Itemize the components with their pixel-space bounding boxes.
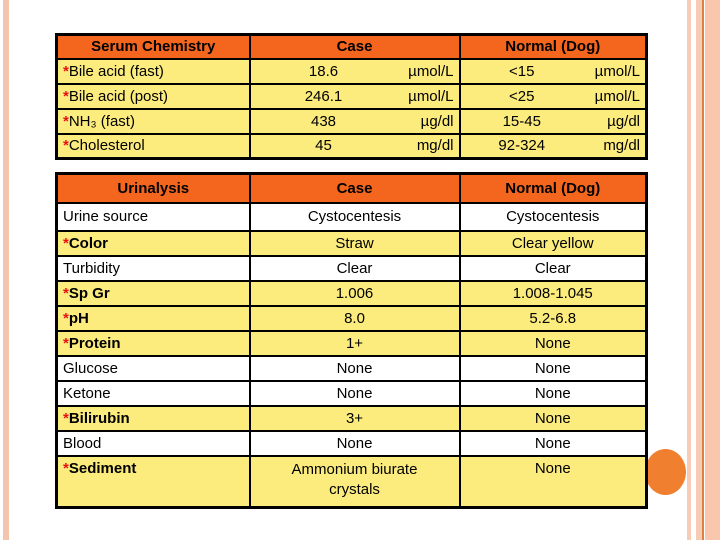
table-row: *Sediment Ammonium biurate crystals None [55, 454, 648, 509]
parameter-label: Sp Gr [68, 284, 110, 302]
abnormal-marker: * [63, 87, 69, 105]
case-value: Ammonium biurate crystals [291, 460, 418, 498]
analyte-label: Cholesterol [68, 137, 145, 155]
case-value: 438 [310, 112, 337, 130]
table-row: *Protein 1+ None [55, 329, 648, 357]
abnormal-marker: * [63, 284, 69, 302]
case-value: None [248, 429, 461, 457]
normal-value: Clear [458, 254, 648, 282]
table-header-row: Serum Chemistry Case Normal (Dog) [55, 33, 648, 60]
normal-value: Clear yellow [458, 229, 648, 257]
normal-value: 1.008-1.045 [458, 279, 648, 307]
table-row: *Color Straw Clear yellow [55, 229, 648, 257]
parameter-label: Urine source [63, 208, 149, 225]
parameter-label: Bilirubin [68, 409, 130, 427]
table-row: Turbidity Clear Clear [55, 254, 648, 282]
table-row: Urine source Cystocentesis Cystocentesis [55, 201, 648, 232]
abnormal-marker: * [63, 62, 69, 80]
parameter-label: Glucose [63, 359, 119, 377]
case-unit: mg/dl [416, 137, 454, 155]
case-value: 1.006 [248, 279, 461, 307]
parameter-label: Protein [68, 334, 121, 352]
normal-value: None [458, 429, 648, 457]
right-border-line [702, 0, 704, 540]
parameter-label: Turbidity [63, 259, 120, 277]
parameter-label: pH [68, 309, 89, 327]
case-value: None [248, 379, 461, 407]
case-unit: µmol/L [408, 62, 454, 80]
normal-dog-column-header: Normal (Dog) [458, 33, 648, 60]
right-border-stripe [687, 0, 691, 540]
normal-unit: µmol/L [594, 87, 640, 105]
parameter-label: Color [68, 234, 109, 252]
parameter-label: Sediment [68, 459, 137, 477]
case-value: 246.1 [304, 87, 343, 105]
case-column-header: Case [248, 172, 461, 204]
analyte-label: NH₃ (fast) [68, 112, 135, 130]
normal-value: <15 [509, 62, 535, 80]
normal-dog-column-header: Normal (Dog) [458, 172, 648, 204]
urinalysis-table-title: Urinalysis [55, 172, 251, 204]
abnormal-marker: * [63, 409, 69, 427]
table-row: *Bile acid (fast) 18.6 µmol/L <15 µmol/L [55, 57, 648, 85]
case-value: Cystocentesis [248, 201, 461, 232]
parameter-label: Ketone [63, 384, 111, 402]
table-row: Glucose None None [55, 354, 648, 382]
table-row: Blood None None [55, 429, 648, 457]
urinalysis-table: Urinalysis Case Normal (Dog) Urine sourc… [55, 172, 648, 509]
abnormal-marker: * [63, 112, 69, 130]
serum-chemistry-table: Serum Chemistry Case Normal (Dog) *Bile … [55, 33, 648, 160]
decorative-circle [645, 449, 686, 495]
normal-value: None [458, 354, 648, 382]
case-value: 8.0 [248, 304, 461, 332]
serum-table-title: Serum Chemistry [55, 33, 251, 60]
abnormal-marker: * [63, 137, 69, 155]
analyte-label: Bile acid (fast) [68, 62, 164, 80]
case-value: None [248, 354, 461, 382]
left-border-stripe [3, 0, 9, 540]
analyte-label: Bile acid (post) [68, 87, 169, 105]
case-value: 18.6 [308, 62, 339, 80]
normal-value: Cystocentesis [458, 201, 648, 232]
table-row: *Bilirubin 3+ None [55, 404, 648, 432]
normal-value: None [458, 454, 648, 509]
right-border-stripe [696, 0, 702, 540]
case-value: 1+ [248, 329, 461, 357]
abnormal-marker: * [63, 234, 69, 252]
table-row: Ketone None None [55, 379, 648, 407]
table-row: *Bile acid (post) 246.1 µmol/L <25 µmol/L [55, 82, 648, 110]
table-header-row: Urinalysis Case Normal (Dog) [55, 172, 648, 204]
normal-value: None [458, 379, 648, 407]
case-value: Clear [248, 254, 461, 282]
abnormal-marker: * [63, 309, 69, 327]
table-row: *Sp Gr 1.006 1.008-1.045 [55, 279, 648, 307]
normal-value: 92-324 [498, 137, 546, 155]
table-row: *Cholesterol 45 mg/dl 92-324 mg/dl [55, 132, 648, 160]
normal-value: None [458, 404, 648, 432]
abnormal-marker: * [63, 334, 69, 352]
normal-value: None [458, 329, 648, 357]
case-value: 3+ [248, 404, 461, 432]
normal-value: 15-45 [502, 112, 541, 130]
case-value: Straw [248, 229, 461, 257]
normal-unit: µg/dl [607, 112, 640, 130]
case-unit: µg/dl [420, 112, 454, 130]
table-row: *pH 8.0 5.2-6.8 [55, 304, 648, 332]
normal-value: 5.2-6.8 [458, 304, 648, 332]
case-column-header: Case [248, 33, 461, 60]
case-value: 45 [315, 137, 332, 155]
normal-unit: mg/dl [603, 137, 640, 155]
normal-value: <25 [509, 87, 535, 105]
table-row: *NH₃ (fast) 438 µg/dl 15-45 µg/dl [55, 107, 648, 135]
right-border-band [705, 0, 720, 540]
normal-unit: µmol/L [594, 62, 640, 80]
abnormal-marker: * [63, 459, 69, 477]
case-unit: µmol/L [408, 87, 454, 105]
parameter-label: Blood [63, 434, 102, 452]
